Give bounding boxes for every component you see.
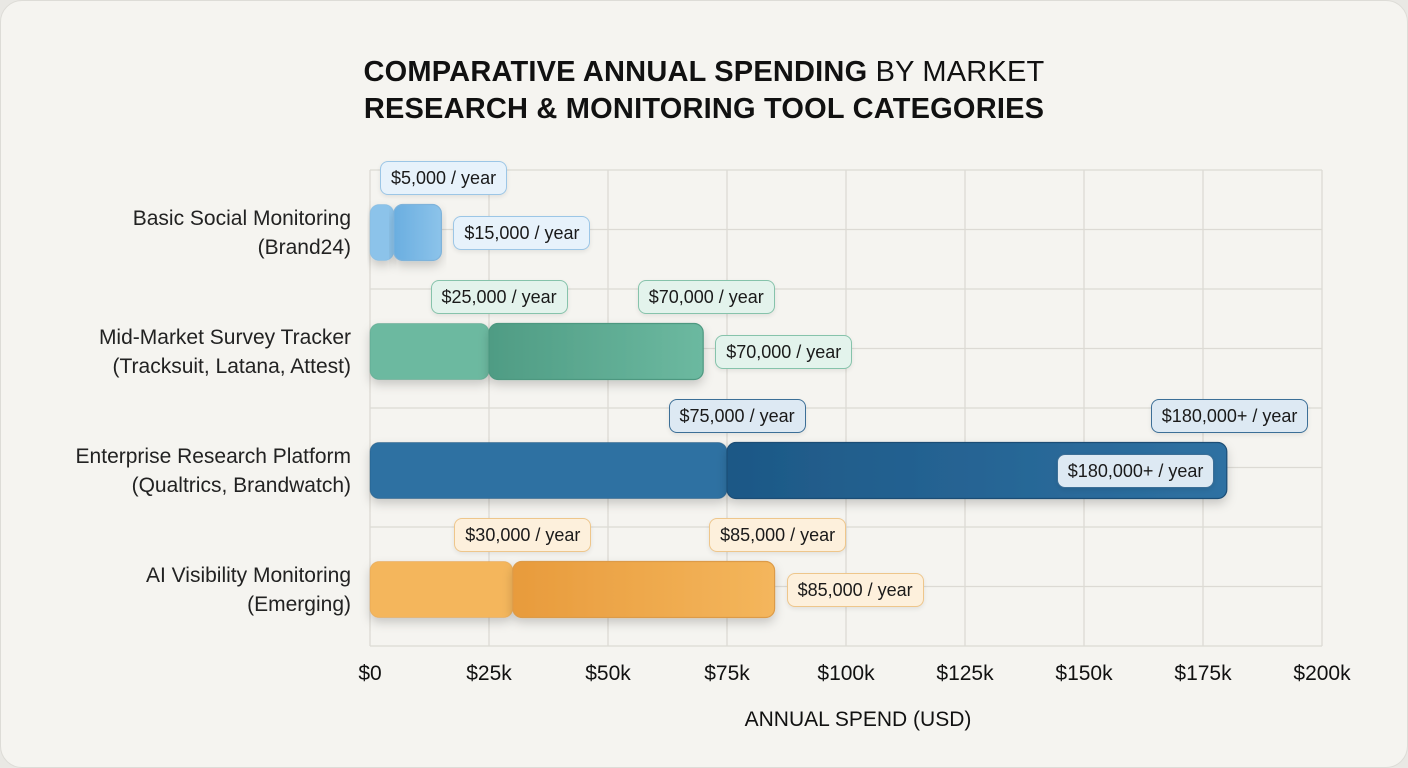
x-tick-label: $100k — [817, 662, 875, 685]
category-examples: (Brand24) — [257, 235, 351, 259]
x-tick-label: $175k — [1174, 662, 1232, 685]
high-value-label: $70,000 / year — [637, 279, 775, 314]
end-value-label: $70,000 / year — [715, 334, 853, 369]
end-value-label: $85,000 / year — [786, 572, 924, 607]
category-examples: (Qualtrics, Brandwatch) — [131, 473, 351, 497]
x-tick-label: $125k — [936, 662, 994, 685]
bar-base-segment — [369, 323, 490, 380]
low-value-label: $25,000 / year — [430, 279, 568, 314]
category-label: Mid-Market Survey Tracker (Tracksuit, Lat… — [99, 323, 351, 381]
category-label: Enterprise Research Platform (Qualtrics, … — [76, 442, 351, 500]
x-tick-label: $0 — [358, 662, 382, 685]
bar-base-segment — [369, 204, 395, 261]
bar-range-segment — [512, 560, 776, 619]
x-tick-label: $150k — [1055, 662, 1113, 685]
category-examples: (Tracksuit, Latana, Attest) — [112, 354, 352, 378]
chart-title-rest: BY MARKET — [875, 56, 1045, 88]
chart-title-line1: COMPARATIVE ANNUAL SPENDING BY MARKET — [0, 56, 1408, 89]
bar-base-segment — [369, 561, 514, 618]
category-name: Mid-Market Survey Tracker — [98, 325, 351, 349]
category-examples: (Emerging) — [247, 592, 351, 616]
x-tick-label: $25k — [466, 662, 512, 685]
category-name: Basic Social Monitoring — [132, 206, 351, 230]
x-tick-label: $200k — [1293, 662, 1351, 685]
bar-base-segment — [369, 442, 728, 499]
bar-range-segment — [488, 322, 704, 381]
category-label: AI Visibility Monitoring (Emerging) — [146, 561, 351, 619]
high-value-label: $180,000+ / year — [1150, 398, 1309, 433]
chart-title-line2: RESEARCH & MONITORING TOOL CATEGORIES — [363, 93, 1045, 125]
x-tick-label: $75k — [704, 662, 750, 685]
chart-title-bold: COMPARATIVE ANNUAL SPENDING — [363, 56, 868, 88]
end-value-label: $180,000+ / year — [1056, 453, 1215, 488]
high-value-label: $85,000 / year — [709, 517, 847, 552]
category-name: Enterprise Research Platform — [75, 444, 351, 468]
bar-range-segment — [393, 203, 442, 262]
x-axis-label: ANNUAL SPEND (USD) — [744, 708, 972, 731]
low-value-label: $75,000 / year — [668, 398, 806, 433]
low-value-label: $30,000 / year — [454, 517, 592, 552]
category-label: Basic Social Monitoring (Brand24) — [133, 204, 351, 262]
low-value-label: $5,000 / year — [380, 160, 508, 195]
high-value-label: $15,000 / year — [453, 215, 591, 250]
category-name: AI Visibility Monitoring — [145, 563, 351, 587]
x-tick-label: $50k — [585, 662, 631, 685]
